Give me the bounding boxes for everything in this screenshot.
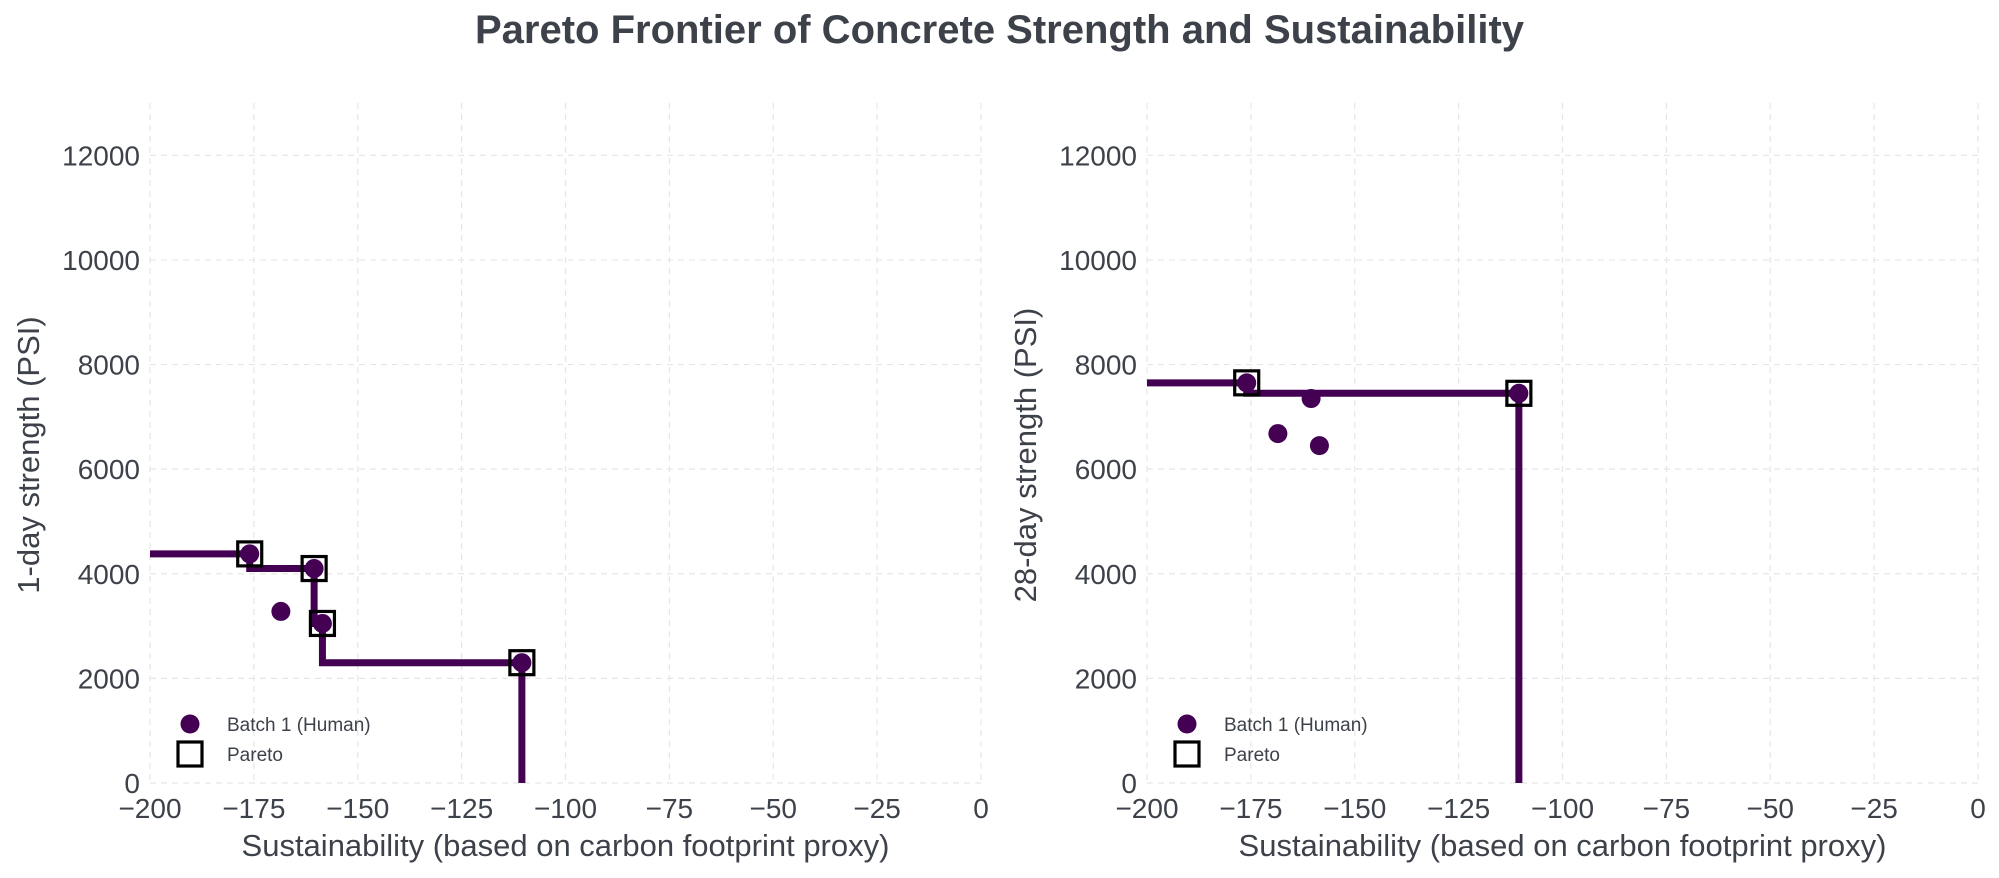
legend-label-batch: Batch 1 (Human) (1224, 715, 1368, 736)
legend: Batch 1 (Human) Pareto (176, 714, 371, 768)
y-tick-label: 6000 (78, 454, 140, 485)
legend: Batch 1 (Human) Pareto (1173, 714, 1368, 768)
chart-1day-strength: −200 −175 −150 −125 −100 −75 −50 −25 0 0 2000 4000 6… (11, 103, 989, 863)
pareto-marker (1505, 379, 1533, 407)
x-tick-label: −100 (1531, 793, 1594, 824)
data-point (240, 544, 260, 564)
legend-marker-batch (180, 714, 200, 734)
y-tick-label: 6000 (1075, 454, 1137, 485)
x-tick-label: −200 (1115, 793, 1178, 824)
chart-28day-strength: −200 −175 −150 −125 −100 −75 −50 −25 0 0 2000 4000 6… (1008, 103, 1986, 863)
legend-label-pareto: Pareto (227, 745, 283, 766)
x-tick-label: −25 (1850, 793, 1898, 824)
data-point (1509, 383, 1529, 403)
x-tick-label: −150 (326, 793, 389, 824)
grid (1146, 103, 1979, 784)
data-point (1237, 373, 1257, 393)
pareto-marker (308, 609, 337, 638)
pareto-marker (1233, 369, 1261, 397)
x-tick-labels: −200 −175 −150 −125 −100 −75 −50 −25 0 (1115, 793, 1985, 824)
batch-points (1237, 373, 1529, 456)
y-axis-label: 28-day strength (PSI) (1008, 308, 1043, 603)
pareto-markers (1233, 369, 1533, 407)
pareto-markers (236, 540, 536, 677)
legend-marker-pareto (1173, 740, 1201, 768)
x-tick-label: −75 (1643, 793, 1691, 824)
y-tick-labels: 0 2000 4000 6000 8000 10000 12000 (1059, 140, 1137, 799)
x-tick-labels: −200 −175 −150 −125 −100 −75 −50 −25 0 (118, 793, 988, 824)
x-tick-label: −175 (1219, 793, 1282, 824)
x-tick-label: −25 (853, 793, 901, 824)
data-point (304, 559, 324, 579)
x-axis-label: Sustainability (based on carbon footprin… (1239, 828, 1887, 863)
x-tick-label: −150 (1323, 793, 1386, 824)
pareto-frontier-line (150, 550, 526, 783)
x-tick-label: −100 (534, 793, 597, 824)
pareto-marker (300, 554, 328, 583)
x-tick-label: −75 (646, 793, 694, 824)
data-point (1268, 424, 1288, 444)
y-tick-label: 0 (1121, 768, 1137, 799)
grid (149, 103, 982, 784)
data-point (1301, 389, 1321, 409)
y-tick-label: 8000 (1075, 350, 1137, 381)
legend-marker-pareto (176, 740, 204, 768)
x-tick-label: 0 (1970, 793, 1986, 824)
y-tick-label: 12000 (62, 140, 140, 171)
y-tick-label: 10000 (62, 245, 140, 276)
figure-title: Pareto Frontier of Concrete Strength and… (474, 8, 1525, 52)
y-tick-label: 4000 (1075, 559, 1137, 590)
data-point (312, 613, 332, 633)
y-axis-label: 1-day strength (PSI) (11, 316, 46, 593)
y-tick-label: 0 (124, 768, 140, 799)
y-tick-label: 2000 (78, 663, 140, 694)
x-tick-label: −125 (430, 793, 493, 824)
data-point (271, 601, 291, 621)
x-tick-label: −50 (750, 793, 798, 824)
y-tick-label: 8000 (78, 350, 140, 381)
x-tick-label: 0 (973, 793, 989, 824)
x-tick-label: −125 (1427, 793, 1490, 824)
data-point (1309, 436, 1329, 456)
pareto-marker (508, 649, 536, 677)
x-tick-label: −50 (1747, 793, 1795, 824)
legend-label-batch: Batch 1 (Human) (227, 715, 371, 736)
y-tick-label: 2000 (1075, 663, 1137, 694)
y-tick-labels: 0 2000 4000 6000 8000 10000 12000 (62, 140, 140, 799)
x-axis-label: Sustainability (based on carbon footprin… (242, 828, 890, 863)
y-tick-label: 12000 (1059, 140, 1137, 171)
y-tick-label: 4000 (78, 559, 140, 590)
batch-points (240, 544, 532, 673)
legend-label-pareto: Pareto (1224, 745, 1280, 766)
x-tick-label: −200 (118, 793, 181, 824)
legend-marker-batch (1177, 714, 1197, 734)
data-point (512, 653, 532, 673)
pareto-marker (236, 540, 264, 568)
y-tick-label: 10000 (1059, 245, 1137, 276)
x-tick-label: −175 (222, 793, 285, 824)
